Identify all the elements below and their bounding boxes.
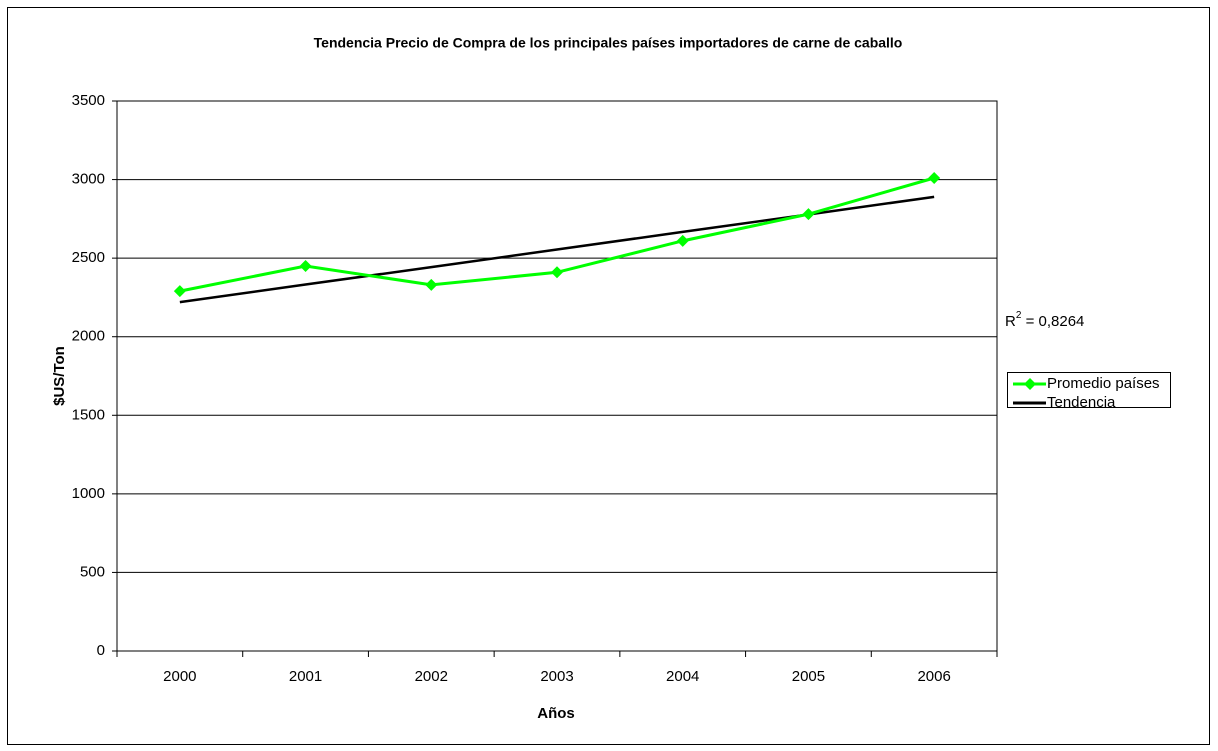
y-tick-label: 3000 [72, 171, 105, 188]
x-tick-label: 2001 [289, 668, 322, 685]
y-axis-label: $US/Ton [51, 346, 68, 406]
y-tick-label: 1000 [72, 485, 105, 502]
y-tick-label: 0 [97, 642, 105, 659]
x-axis-label: Años [537, 705, 575, 722]
marker [173, 285, 186, 298]
legend-label: Promedio países [1047, 375, 1160, 392]
x-tick-label: 2002 [415, 668, 448, 685]
marker [299, 260, 312, 272]
y-tick-label: 3500 [72, 92, 105, 109]
x-tick-label: 2003 [540, 668, 573, 685]
plot-area [116, 100, 998, 652]
marker [928, 172, 941, 184]
x-tick-label: 2000 [163, 668, 196, 685]
marker [551, 266, 563, 279]
y-tick-label: 1500 [72, 406, 105, 423]
y-tick-label: 500 [80, 563, 105, 580]
marker [676, 234, 689, 247]
marker [425, 278, 438, 291]
legend-marker [1024, 378, 1036, 390]
chart-title: Tendencia Precio de Compra de los princi… [314, 35, 903, 51]
y-tick-label: 2500 [72, 249, 105, 266]
legend-label: Tendencia [1047, 394, 1116, 411]
legend-box [1007, 372, 1171, 408]
x-tick-label: 2006 [917, 668, 950, 685]
y-tick-label: 2000 [72, 328, 105, 345]
x-tick-label: 2004 [666, 668, 699, 685]
marker [802, 208, 815, 221]
x-tick-label: 2005 [792, 668, 825, 685]
annotation: R2 = 0,8264 [1005, 310, 1084, 330]
